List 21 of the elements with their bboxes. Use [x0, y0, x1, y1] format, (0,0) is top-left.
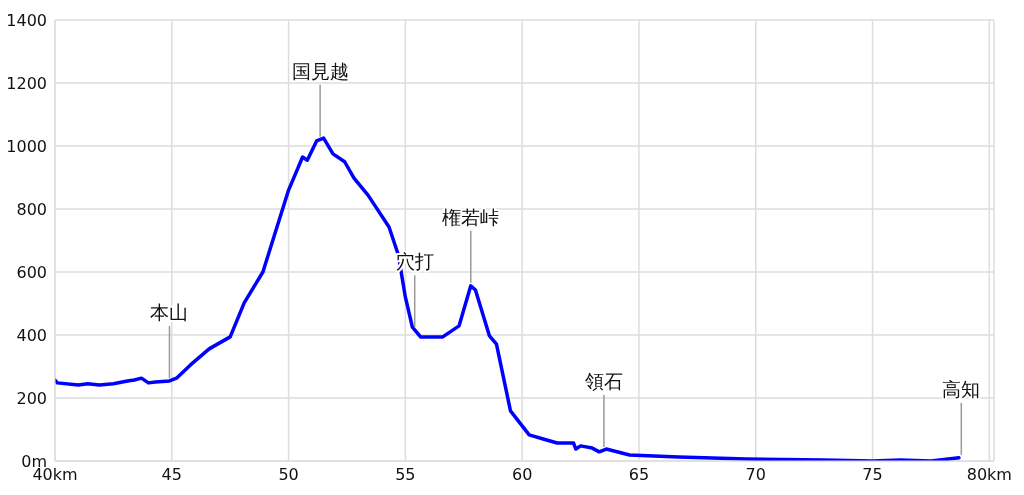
annotation: 権若峠: [442, 205, 500, 228]
x-tick-label: 50: [278, 465, 299, 485]
annotation: 国見越: [291, 59, 349, 82]
y-tick-label: 200: [16, 388, 47, 408]
x-tick-label: 75: [862, 465, 883, 485]
y-tick-label: 1200: [6, 73, 47, 93]
line-series: [55, 136, 961, 461]
annotation: 領石: [584, 369, 623, 392]
x-tick-label: 80km: [966, 465, 1012, 485]
y-tick-label: 600: [16, 262, 47, 282]
x-tick-label: 70: [745, 465, 766, 485]
annotation: 本山: [150, 300, 189, 323]
x-tick-label: 60: [511, 465, 533, 485]
annotation: 高知: [942, 377, 981, 400]
y-tick-label: 800: [16, 199, 47, 219]
x-tick-label: 55: [395, 465, 416, 485]
x-tick-label: 65: [628, 465, 650, 485]
x-tick-label: 45: [161, 465, 182, 485]
y-tick-label: 1400: [6, 10, 47, 30]
y-tick-label: 1000: [6, 136, 47, 156]
y-tick-label: 400: [16, 325, 47, 345]
